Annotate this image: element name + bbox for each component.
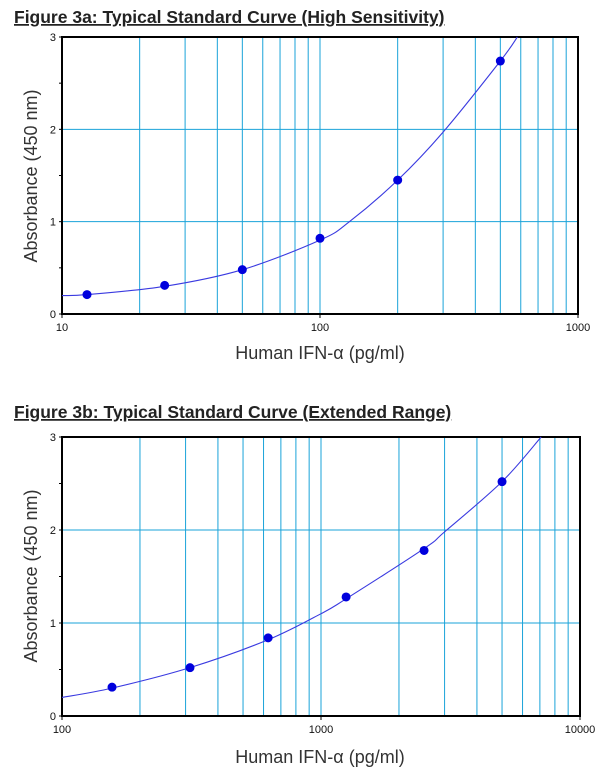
y-tick-label: 0	[50, 711, 56, 723]
y-tick-label: 2	[50, 124, 56, 136]
chart-title: Figure 3a: Typical Standard Curve (High …	[14, 7, 444, 27]
x-tick-label: 1000	[309, 724, 333, 736]
x-tick-label: 100	[311, 322, 329, 334]
data-point	[497, 477, 507, 487]
y-tick-label: 1	[50, 618, 56, 630]
x-tick-label: 10000	[565, 724, 596, 736]
y-tick-label: 2	[50, 525, 56, 537]
x-axis-label: Human IFN-α (pg/ml)	[235, 747, 404, 767]
data-point	[393, 175, 403, 185]
data-point	[315, 233, 325, 243]
chart-title: Figure 3b: Typical Standard Curve (Exten…	[14, 402, 451, 422]
y-tick-label: 0	[50, 309, 56, 321]
data-point	[160, 280, 170, 290]
x-tick-label: 1000	[566, 322, 590, 334]
y-axis-label: Absorbance (450 nm)	[21, 489, 41, 662]
data-point	[237, 265, 247, 275]
y-axis-label: Absorbance (450 nm)	[21, 89, 41, 262]
data-point	[341, 592, 351, 602]
x-tick-label: 10	[56, 322, 68, 334]
data-point	[495, 56, 505, 66]
data-point	[419, 545, 429, 555]
y-tick-label: 1	[50, 217, 56, 229]
x-axis-label: Human IFN-α (pg/ml)	[235, 343, 404, 363]
fit-curve	[61, 36, 518, 297]
data-point	[82, 290, 92, 300]
y-tick-label: 3	[50, 32, 56, 44]
data-point	[107, 682, 117, 692]
chart-3b: Figure 3b: Typical Standard Curve (Exten…	[14, 402, 595, 767]
chart-3a: Figure 3a: Typical Standard Curve (High …	[14, 7, 590, 363]
fit-curve	[61, 436, 542, 698]
data-point	[185, 663, 195, 673]
data-point	[263, 633, 273, 643]
y-tick-label: 3	[50, 432, 56, 444]
x-tick-label: 100	[53, 724, 71, 736]
